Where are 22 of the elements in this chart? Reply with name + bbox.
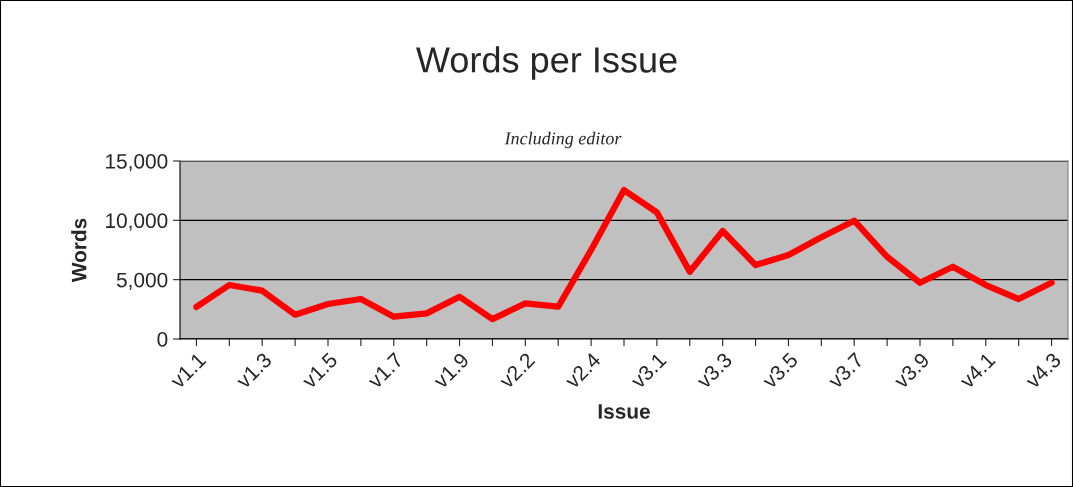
y-tick-label: 10,000	[106, 213, 168, 231]
y-tick-label: 15,000	[106, 154, 168, 172]
x-tick-label: v4.1	[958, 352, 996, 390]
x-tick-label: v3.1	[629, 351, 667, 390]
chart-subtitle: Including editor	[504, 131, 622, 149]
x-tick-label: v3.5	[761, 351, 799, 390]
x-tick-label: v1.3	[234, 351, 273, 390]
x-tick-label: v1.5	[300, 351, 339, 390]
x-tick-label: v2.4	[563, 351, 602, 390]
y-tick-label: 5,000	[116, 272, 168, 290]
x-tick-label: v4.3	[1024, 351, 1062, 390]
y-tick-label: 0	[157, 332, 168, 347]
y-axis-title: Words	[71, 218, 87, 283]
x-tick-label: v1.1	[169, 352, 207, 390]
x-tick-label: v2.2	[497, 351, 536, 390]
x-tick-label: v3.7	[826, 351, 865, 390]
x-tick-label: v3.3	[695, 351, 733, 390]
x-tick-label: v3.9	[892, 351, 931, 390]
chart-title: Words per Issue	[416, 46, 677, 80]
x-tick-label: v1.7	[366, 352, 404, 390]
x-axis-title: Issue	[598, 404, 650, 419]
x-tick-label: v1.9	[432, 351, 470, 390]
